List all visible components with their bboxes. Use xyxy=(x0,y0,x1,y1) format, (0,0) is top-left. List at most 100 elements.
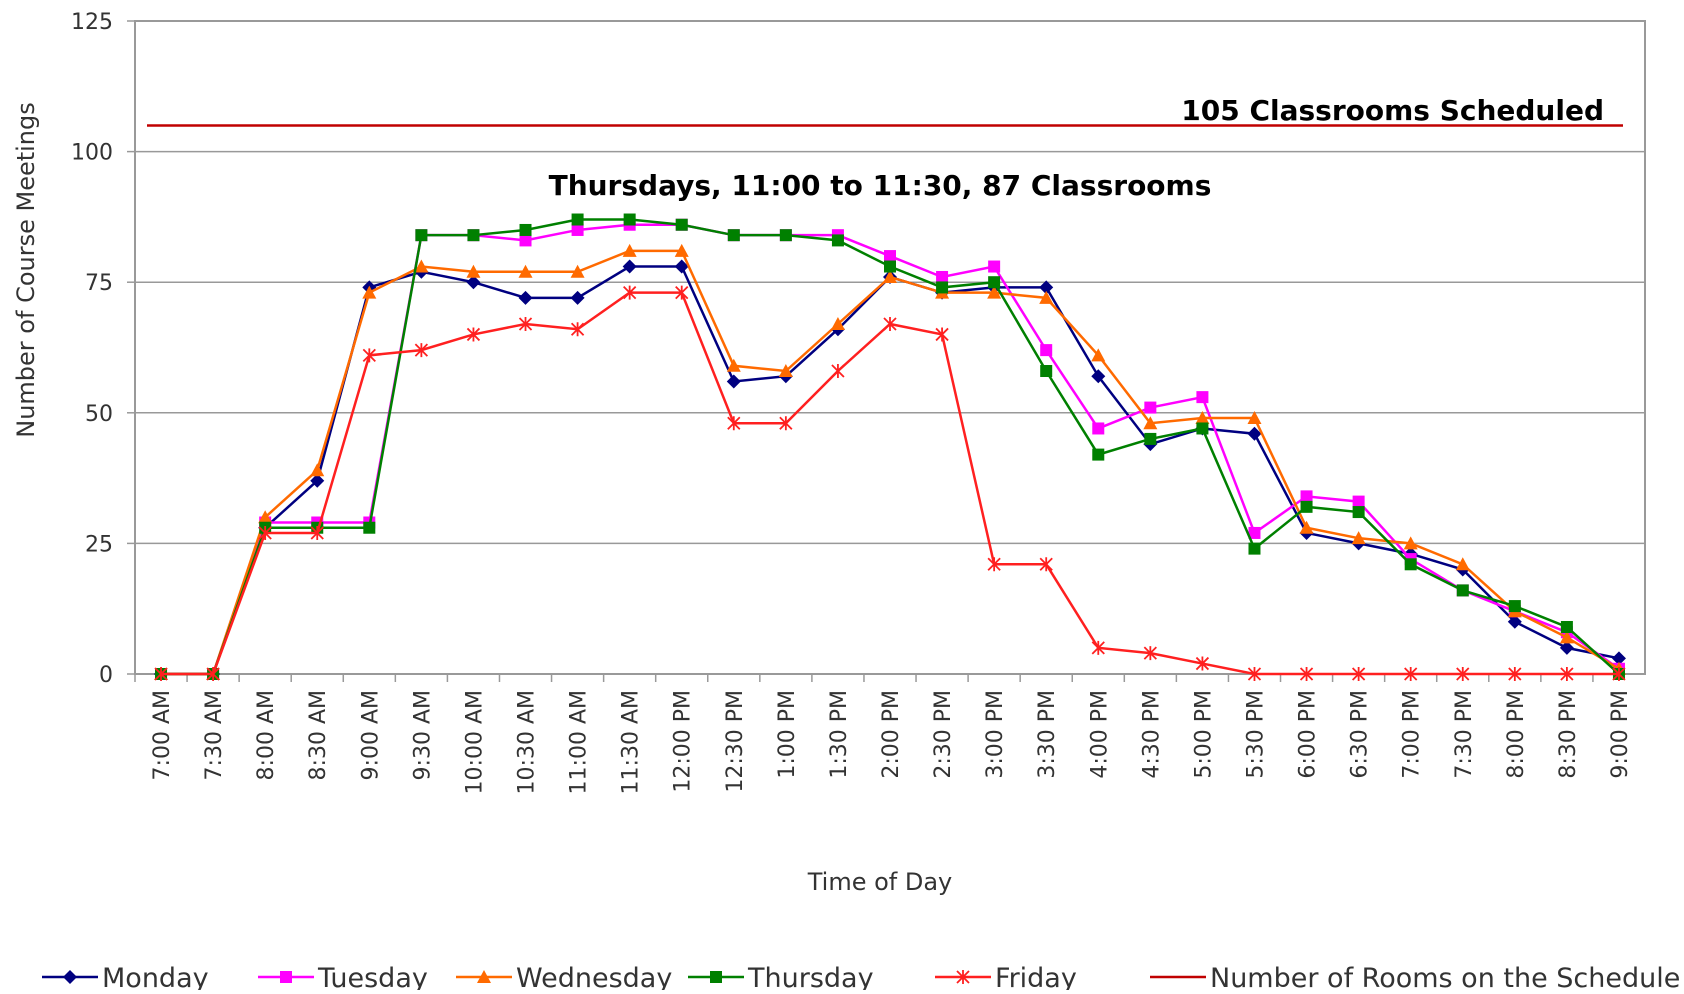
x-tick-label: 2:00 PM xyxy=(879,690,904,779)
y-tick-label: 125 xyxy=(71,10,113,35)
x-tick-label: 1:00 PM xyxy=(775,690,800,779)
marker xyxy=(1559,630,1574,644)
x-tick-label: 11:00 AM xyxy=(567,690,592,794)
marker xyxy=(1300,500,1313,513)
marker xyxy=(674,243,689,257)
marker xyxy=(1040,365,1053,378)
marker xyxy=(884,260,896,273)
marker xyxy=(987,557,1001,572)
x-tick-label: 1:30 PM xyxy=(827,690,852,779)
y-tick-label: 100 xyxy=(71,141,113,166)
marker xyxy=(571,213,584,226)
legend-label: Wednesday xyxy=(516,963,672,990)
marker xyxy=(1092,422,1105,435)
x-tick-label: 10:00 AM xyxy=(462,690,487,794)
marker xyxy=(936,281,949,294)
marker xyxy=(1144,401,1157,414)
marker xyxy=(1560,620,1573,633)
legend-label: Thursday xyxy=(747,963,874,990)
marker xyxy=(1560,667,1574,681)
x-tick-label: 4:00 PM xyxy=(1087,690,1112,779)
marker xyxy=(477,970,491,983)
marker xyxy=(1351,667,1366,681)
marker xyxy=(466,264,481,278)
marker xyxy=(363,521,376,534)
x-tick-label: 6:00 PM xyxy=(1296,690,1321,779)
marker xyxy=(988,260,1001,273)
marker xyxy=(1456,667,1470,681)
marker xyxy=(414,259,429,273)
marker xyxy=(623,213,636,226)
marker xyxy=(674,259,689,274)
marker xyxy=(1195,656,1210,671)
marker xyxy=(154,667,168,681)
x-tick-label: 12:00 PM xyxy=(671,690,696,793)
y-tick-label: 75 xyxy=(85,271,113,296)
series-line xyxy=(161,223,1620,676)
marker xyxy=(310,463,325,477)
marker xyxy=(1040,344,1053,357)
x-axis-title: Time of Day xyxy=(807,868,953,896)
marker xyxy=(466,275,481,290)
marker xyxy=(415,229,428,242)
marker xyxy=(1039,290,1054,304)
x-tick-label: 8:00 PM xyxy=(1504,690,1529,779)
marker xyxy=(1143,416,1158,430)
x-tick-label: 11:30 AM xyxy=(619,690,644,794)
y-axis-title: Number of Course Meetings xyxy=(12,102,40,437)
marker xyxy=(726,374,741,389)
marker xyxy=(1247,411,1262,425)
x-tick-label: 7:00 AM xyxy=(150,690,175,780)
marker xyxy=(956,970,970,984)
x-tick-label: 8:30 PM xyxy=(1556,690,1581,779)
marker xyxy=(310,525,324,540)
marker xyxy=(518,290,533,305)
marker xyxy=(1352,495,1365,508)
marker xyxy=(63,970,77,984)
marker xyxy=(258,510,273,524)
marker xyxy=(623,285,637,300)
x-tick-label: 12:30 PM xyxy=(723,690,748,793)
legend-label: Friday xyxy=(995,963,1077,990)
series-line xyxy=(161,291,1619,676)
marker xyxy=(935,327,949,342)
marker xyxy=(1404,558,1417,571)
marker xyxy=(570,322,585,337)
y-tick-label: 50 xyxy=(85,402,113,427)
marker xyxy=(778,364,793,378)
annotation: 105 Classrooms Scheduled xyxy=(1181,94,1604,127)
legend-label: Monday xyxy=(102,963,209,990)
marker xyxy=(467,229,480,242)
marker xyxy=(1404,667,1418,681)
marker xyxy=(414,343,429,358)
marker xyxy=(1196,422,1209,435)
marker xyxy=(570,290,585,305)
marker xyxy=(831,234,844,247)
marker xyxy=(1300,490,1313,503)
marker xyxy=(779,416,793,431)
x-tick-label: 2:30 PM xyxy=(931,690,956,779)
x-tick-label: 10:30 AM xyxy=(515,690,540,794)
marker xyxy=(518,316,533,331)
marker xyxy=(519,234,532,247)
marker xyxy=(1455,557,1470,571)
x-tick-label: 5:00 PM xyxy=(1191,690,1216,779)
x-tick-label: 6:30 PM xyxy=(1348,690,1373,779)
marker xyxy=(206,667,220,681)
marker xyxy=(1248,542,1261,555)
marker xyxy=(571,223,584,236)
marker xyxy=(362,348,376,363)
y-tick-label: 0 xyxy=(99,663,113,688)
marker xyxy=(310,473,325,488)
marker xyxy=(1456,584,1469,597)
x-tick-label: 9:00 AM xyxy=(358,690,383,780)
marker xyxy=(1091,640,1105,655)
marker xyxy=(1299,520,1314,534)
x-tick-label: 3:30 PM xyxy=(1035,690,1060,779)
x-tick-label: 9:00 PM xyxy=(1608,690,1633,779)
x-tick-label: 7:30 AM xyxy=(202,690,227,780)
marker xyxy=(1091,348,1106,362)
marker xyxy=(1247,426,1262,441)
marker xyxy=(1092,448,1105,461)
